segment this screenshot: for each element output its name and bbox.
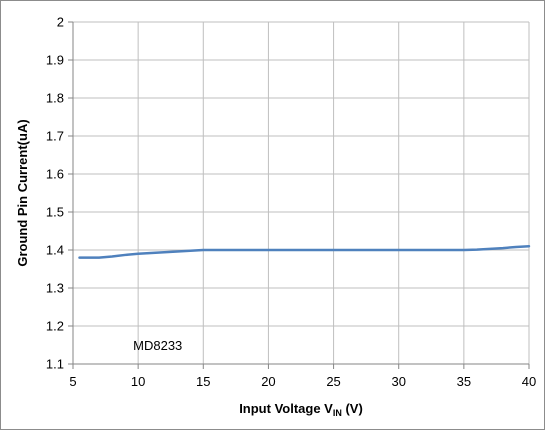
data-series xyxy=(78,244,531,259)
x-axis-title-subscript: IN xyxy=(333,408,342,418)
x-tick-label: 40 xyxy=(522,374,536,389)
x-tick-label: 25 xyxy=(326,374,340,389)
x-tick-label: 20 xyxy=(261,374,275,389)
y-tick-label: 1.1 xyxy=(46,357,64,372)
y-tick-label: 1.8 xyxy=(46,91,64,106)
chart-annotation: MD8233 xyxy=(133,338,182,353)
x-axis-title-suffix: (V) xyxy=(342,401,363,416)
tick-labels: 1.11.21.31.41.51.61.71.81.925 10 15 20 25 30 3… xyxy=(46,15,536,390)
x-tick-label: 5 xyxy=(69,374,76,389)
x-tick-label: 30 xyxy=(391,374,405,389)
y-axis-title: Ground Pin Current(uA) xyxy=(15,119,30,266)
y-tick-label: 1.3 xyxy=(46,281,64,296)
series-line xyxy=(78,244,531,259)
y-tick-label: 2 xyxy=(57,15,64,30)
grid-lines xyxy=(72,21,530,365)
x-tick-label: 35 xyxy=(457,374,471,389)
y-tick-label: 1.2 xyxy=(46,319,64,334)
y-tick-label: 1.7 xyxy=(46,129,64,144)
y-tick-label: 1.4 xyxy=(46,243,64,258)
y-tick-label: 1.9 xyxy=(46,53,64,68)
axes xyxy=(68,21,530,369)
x-axis-title: Input Voltage VIN (V) xyxy=(239,401,363,418)
x-axis-title-main: Input Voltage V xyxy=(239,401,333,416)
y-tick-label: 1.5 xyxy=(46,205,64,220)
y-tick-label: 1.6 xyxy=(46,167,64,182)
annotations: MD8233 xyxy=(133,338,182,353)
x-tick-label: 10 xyxy=(131,374,145,389)
x-tick-label: 15 xyxy=(196,374,210,389)
